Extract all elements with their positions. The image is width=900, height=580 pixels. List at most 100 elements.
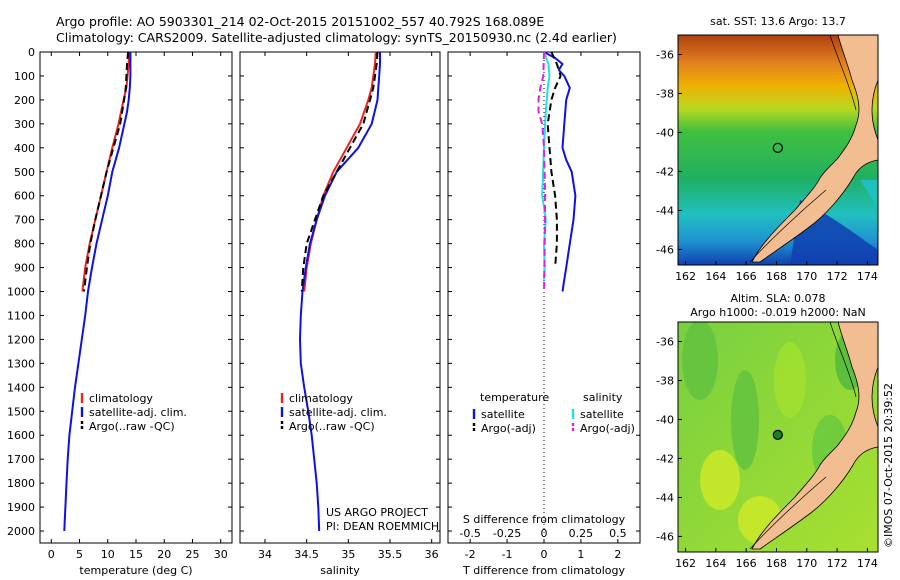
y-tick-label: 800: [14, 238, 35, 251]
y-tick-label: 200: [14, 94, 35, 107]
y-tick-label: 1200: [7, 333, 35, 346]
y-tick-label: 1400: [7, 381, 35, 394]
sla-map-title: Altim. SLA: 0.078: [730, 292, 825, 305]
series-line: [303, 51, 377, 292]
series-line: [81, 51, 131, 292]
x-tick-label: 15: [129, 548, 143, 561]
x-tick-label: 20: [157, 548, 171, 561]
header-line-2: Climatology: CARS2009. Satellite-adjuste…: [56, 30, 617, 45]
x-tick-label: 10: [101, 548, 115, 561]
map-y-tick-label: -36: [656, 48, 674, 61]
legend-label: satellite: [481, 408, 525, 421]
y-tick-label: 300: [14, 118, 35, 131]
y-tick-label: 1800: [7, 477, 35, 490]
x-tick-label: 36: [425, 548, 439, 561]
diff-xlabel: T difference from climatology: [462, 564, 625, 577]
legend-label: Argo(..raw -QC): [89, 420, 175, 433]
s-tick-label: 0: [541, 527, 548, 540]
difference-panel: -2 -1 0 1 2 T difference from climatology temp…: [447, 51, 641, 577]
sla-map: Altim. SLA: 0.078 Argo h1000: -0.019 h20…: [656, 292, 879, 570]
sal-xlabel: salinity: [320, 564, 360, 577]
map-x-tick-label: 164: [705, 270, 726, 283]
series-line: [546, 51, 562, 268]
y-tick-label: 1300: [7, 357, 35, 370]
y-tick-label: 1900: [7, 501, 35, 514]
map-y-tick-label: -38: [656, 374, 674, 387]
y-tick-label: 1500: [7, 405, 35, 418]
y-tick-label: 400: [14, 142, 35, 155]
temp-frame: [39, 51, 233, 544]
argo-location-marker: [772, 142, 783, 153]
legend-title: salinity: [583, 391, 623, 404]
legend-label: satellite-adj. clim.: [289, 406, 387, 419]
x-tick-label: 0: [541, 548, 548, 561]
sst-map: sat. SST: 13.6 Argo: 13.7 162 164 166 168 17…: [656, 15, 879, 283]
copyright-label: ©IMOS 07-Oct-2015 20:39:52: [882, 383, 895, 548]
map-y-tick-label: -42: [656, 165, 674, 178]
map-x-tick-label: 170: [796, 557, 817, 570]
y-tick-label: 2000: [7, 525, 35, 538]
map-y-tick-label: -44: [656, 491, 674, 504]
s-tick-label: -0.5: [459, 527, 480, 540]
x-tick-label: 34: [258, 548, 272, 561]
map-y-tick-label: -40: [656, 126, 674, 139]
x-tick-label: 2: [614, 548, 621, 561]
y-tick-label: 700: [14, 214, 35, 227]
sal-frame: [239, 51, 441, 544]
series-line: [541, 51, 551, 280]
x-tick-label: -2: [465, 548, 476, 561]
y-tick-label: 1100: [7, 309, 35, 322]
sla-map-subtitle: Argo h1000: -0.019 h2000: NaN: [690, 306, 866, 319]
x-tick-label: 34.5: [294, 548, 319, 561]
diff-frame: [447, 51, 641, 544]
map-y-tick-label: -44: [656, 204, 674, 217]
map-y-tick-label: -40: [656, 413, 674, 426]
x-tick-label: 1: [577, 548, 584, 561]
map-y-tick-label: -38: [656, 87, 674, 100]
legend-label: climatology: [89, 392, 153, 405]
series-line: [83, 51, 130, 292]
x-tick-label: 0: [48, 548, 55, 561]
series-line: [63, 52, 132, 532]
map-x-tick-label: 162: [675, 557, 696, 570]
y-tick-label: 600: [14, 190, 35, 203]
temperature-panel: 0100200300400500600700800900100011001200…: [7, 46, 233, 577]
map-x-tick-label: 166: [736, 557, 757, 570]
y-tick-label: 500: [14, 166, 35, 179]
legend-label: satellite-adj. clim.: [89, 406, 187, 419]
map-y-tick-label: -46: [656, 530, 674, 543]
x-tick-label: 5: [76, 548, 83, 561]
map-x-tick-label: 172: [827, 557, 848, 570]
x-tick-label: -1: [502, 548, 513, 561]
header-line-1: Argo profile: AO 5903301_214 02-Oct-2015…: [56, 14, 545, 29]
sla-land: [751, 322, 878, 550]
x-tick-label: 30: [214, 548, 228, 561]
map-y-tick-label: -36: [656, 335, 674, 348]
map-x-tick-label: 166: [736, 270, 757, 283]
map-y-tick-label: -42: [656, 452, 674, 465]
y-tick-label: 0: [28, 46, 35, 59]
series-line: [299, 52, 381, 532]
map-x-tick-label: 174: [857, 557, 878, 570]
map-x-tick-label: 170: [796, 270, 817, 283]
y-tick-label: 1600: [7, 429, 35, 442]
sst-land: [751, 35, 878, 263]
salinity-panel: 34 34.5 35 35.5 36 salinity climatologysatelli…: [239, 51, 441, 577]
y-tick-label: 1000: [7, 286, 35, 299]
map-x-tick-label: 168: [766, 270, 787, 283]
x-tick-label: 35: [341, 548, 355, 561]
x-tick-label: 35.5: [378, 548, 403, 561]
map-x-tick-label: 172: [827, 270, 848, 283]
map-y-tick-label: -46: [656, 243, 674, 256]
s-tick-label: 0.5: [609, 527, 627, 540]
legend-title: temperature: [480, 391, 549, 404]
series-line: [543, 51, 577, 292]
sst-map-title: sat. SST: 13.6 Argo: 13.7: [710, 15, 846, 28]
credit-line-2: PI: DEAN ROEMMICH: [326, 520, 439, 533]
y-tick-label: 1700: [7, 453, 35, 466]
legend-label: satellite: [580, 408, 624, 421]
argo-location-marker: [772, 429, 783, 440]
series-line: [300, 51, 379, 292]
credit-line-1: US ARGO PROJECT: [326, 506, 428, 519]
